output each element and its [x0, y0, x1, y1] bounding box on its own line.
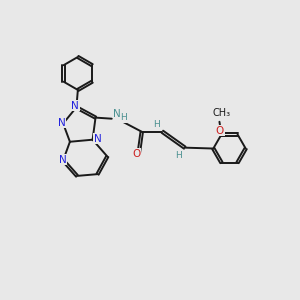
Text: N: N: [113, 109, 121, 119]
Text: N: N: [58, 118, 66, 128]
Text: H: H: [153, 120, 160, 129]
Text: CH₃: CH₃: [212, 108, 230, 118]
Text: N: N: [94, 134, 102, 143]
Text: N: N: [71, 101, 79, 111]
Text: O: O: [132, 148, 141, 158]
Text: O: O: [216, 126, 224, 136]
Text: H: H: [120, 113, 127, 122]
Text: N: N: [59, 155, 66, 165]
Text: H: H: [175, 151, 181, 160]
